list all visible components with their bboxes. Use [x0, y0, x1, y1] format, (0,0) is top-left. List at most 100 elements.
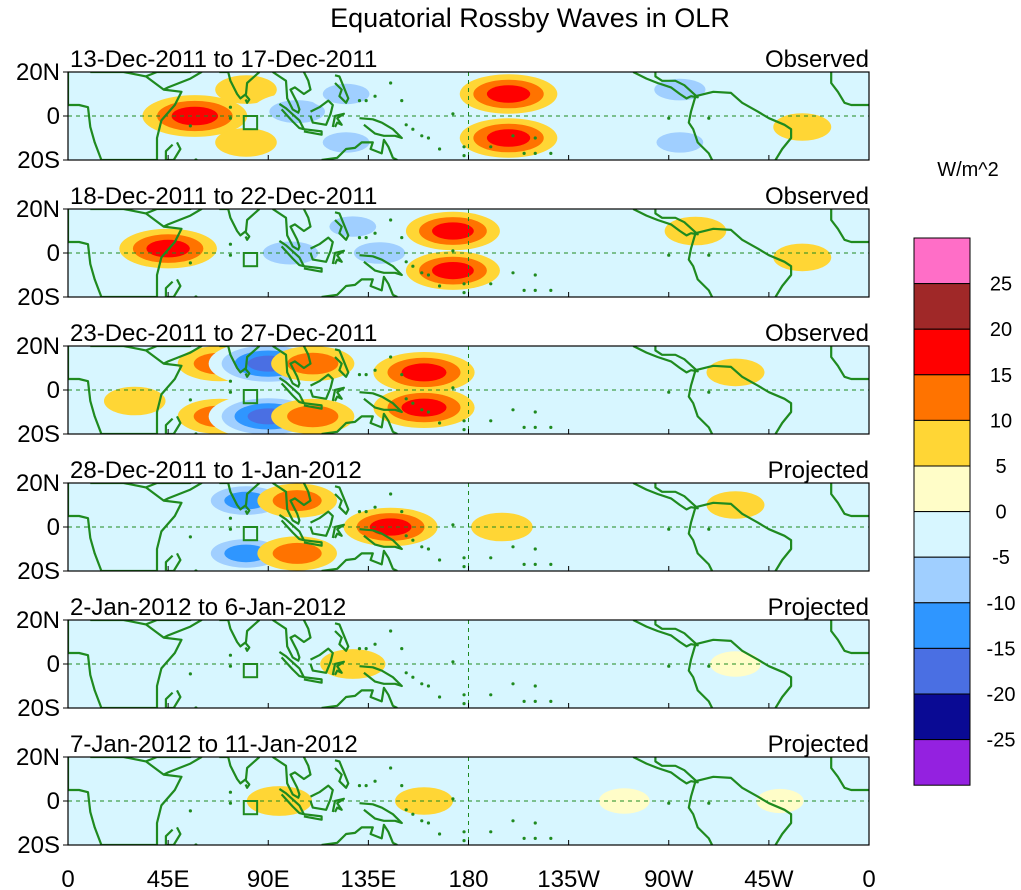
island-dot [188, 535, 192, 539]
southamerica-outline [695, 364, 793, 434]
indochina-outline [272, 757, 312, 799]
anomaly-p2-f9-lvl1 [773, 243, 832, 272]
island-dot [400, 373, 404, 377]
colorbar-tick-label: -25 [987, 730, 1016, 752]
island-dot [489, 693, 493, 697]
y-tick-label: 0 [47, 240, 60, 267]
panel-3: 23-Dec-2011 to 27-Dec-2011 Observed 20N 0 20… [16, 320, 870, 448]
island-dot [451, 660, 455, 664]
island-dot [404, 808, 408, 812]
centralamerica-outline [632, 209, 699, 237]
anomaly-p3-f8-lvl3 [401, 363, 447, 382]
y-tick-label: 0 [47, 103, 60, 130]
africa-outline [68, 483, 183, 571]
panel-date-range: 13-Dec-2011 to 17-Dec-2011 [70, 46, 377, 73]
island-dot [462, 839, 466, 843]
island-dot [228, 664, 233, 668]
y-tick-label: 20S [17, 147, 60, 174]
island-dot [404, 534, 408, 538]
panel-date-range: 23-Dec-2011 to 27-Dec-2011 [70, 320, 377, 347]
island-dot [426, 684, 431, 688]
x-tick-label: 0 [61, 866, 74, 890]
island-dot [707, 801, 711, 805]
coastlines [68, 72, 869, 160]
australia-outline [321, 138, 398, 160]
colorbar-swatch [913, 283, 971, 330]
coastlines [68, 483, 869, 571]
anomaly-p2-f2-lvl2 [262, 241, 319, 265]
colorbar-tick-label: 5 [995, 456, 1006, 478]
anomaly-p1-f9-lvl3 [486, 129, 531, 147]
island-dot [451, 386, 455, 390]
island-dot [228, 653, 233, 657]
island-dot [400, 784, 404, 788]
coastlines [68, 757, 869, 845]
philippines-outline [334, 74, 350, 104]
y-tick-label: 20N [16, 607, 60, 634]
island-dot [667, 253, 671, 257]
island-dot [373, 94, 377, 98]
island-dot [533, 136, 537, 140]
island-dot [578, 443, 581, 446]
island-dot [404, 123, 408, 127]
island-dot [437, 558, 442, 562]
arabia-outline [145, 620, 203, 639]
y-tick-label: 0 [47, 514, 60, 541]
anomaly-p1-f10-lvl2 [654, 78, 706, 101]
island-dot [462, 291, 466, 295]
anomaly-p2-f3-lvl2 [329, 216, 377, 237]
westafrica-outline [830, 209, 869, 244]
island-dot [411, 401, 415, 405]
island-dot [426, 136, 431, 140]
anomaly-p3-f11-lvl1 [706, 358, 765, 387]
x-tick-label: 45W [744, 866, 794, 890]
island-dot [549, 425, 553, 429]
island-dot [404, 671, 408, 675]
island-dot [411, 675, 415, 679]
westafrica-outline [830, 757, 869, 792]
srilanka-outline [244, 368, 251, 378]
africa-outline [68, 209, 183, 297]
island-dot [188, 124, 192, 128]
island-dot [489, 830, 493, 834]
colorbar-unit: W/m^2 [937, 159, 999, 181]
island-dot [437, 832, 442, 836]
panels: 13-Dec-2011 to 17-Dec-2011 Observed 20N 0 20… [16, 46, 870, 859]
anomaly-p6-f5-lvl1 [598, 788, 650, 814]
anomaly-field [142, 72, 832, 159]
island-dot [364, 784, 368, 788]
island-dot [437, 147, 442, 151]
colorbar-tick-label: -10 [987, 593, 1016, 615]
borneo-outline [309, 99, 334, 126]
island-dot [667, 527, 671, 531]
island-dot [549, 562, 553, 567]
india-outline [219, 620, 261, 648]
newguinea-outline [359, 528, 403, 551]
southamerica-west-outline [687, 95, 714, 160]
panel-status: Observed [765, 320, 869, 347]
colorbar: 25 20 15 10 5 0 -5 -10 -15 -20 -25 [913, 237, 1016, 786]
index-box-marker [242, 663, 259, 679]
island-dot [451, 112, 455, 116]
africa-outline [68, 757, 183, 845]
island-dot [707, 253, 711, 257]
arabia-outline [145, 483, 203, 502]
southamerica-outline [695, 638, 793, 708]
arabia-outline [145, 346, 203, 365]
island-dot [489, 282, 493, 286]
anomaly-p3-f7-lvl2 [287, 405, 339, 428]
index-box-marker [242, 389, 259, 405]
island-dot [404, 260, 408, 264]
australia-outline [321, 412, 398, 434]
india-outline [219, 483, 261, 511]
y-tick-label: 20N [16, 333, 60, 360]
madagascar-outline [164, 689, 182, 708]
anomaly-p5-f2-lvl1 [170, 676, 233, 705]
island-dot [426, 273, 431, 277]
island-dot [667, 116, 671, 120]
island-dot [549, 836, 553, 841]
srilanka-outline [244, 642, 251, 652]
island-dot [357, 99, 362, 103]
y-tick-label: 20N [16, 470, 60, 497]
colorbar-swatch [913, 602, 971, 649]
